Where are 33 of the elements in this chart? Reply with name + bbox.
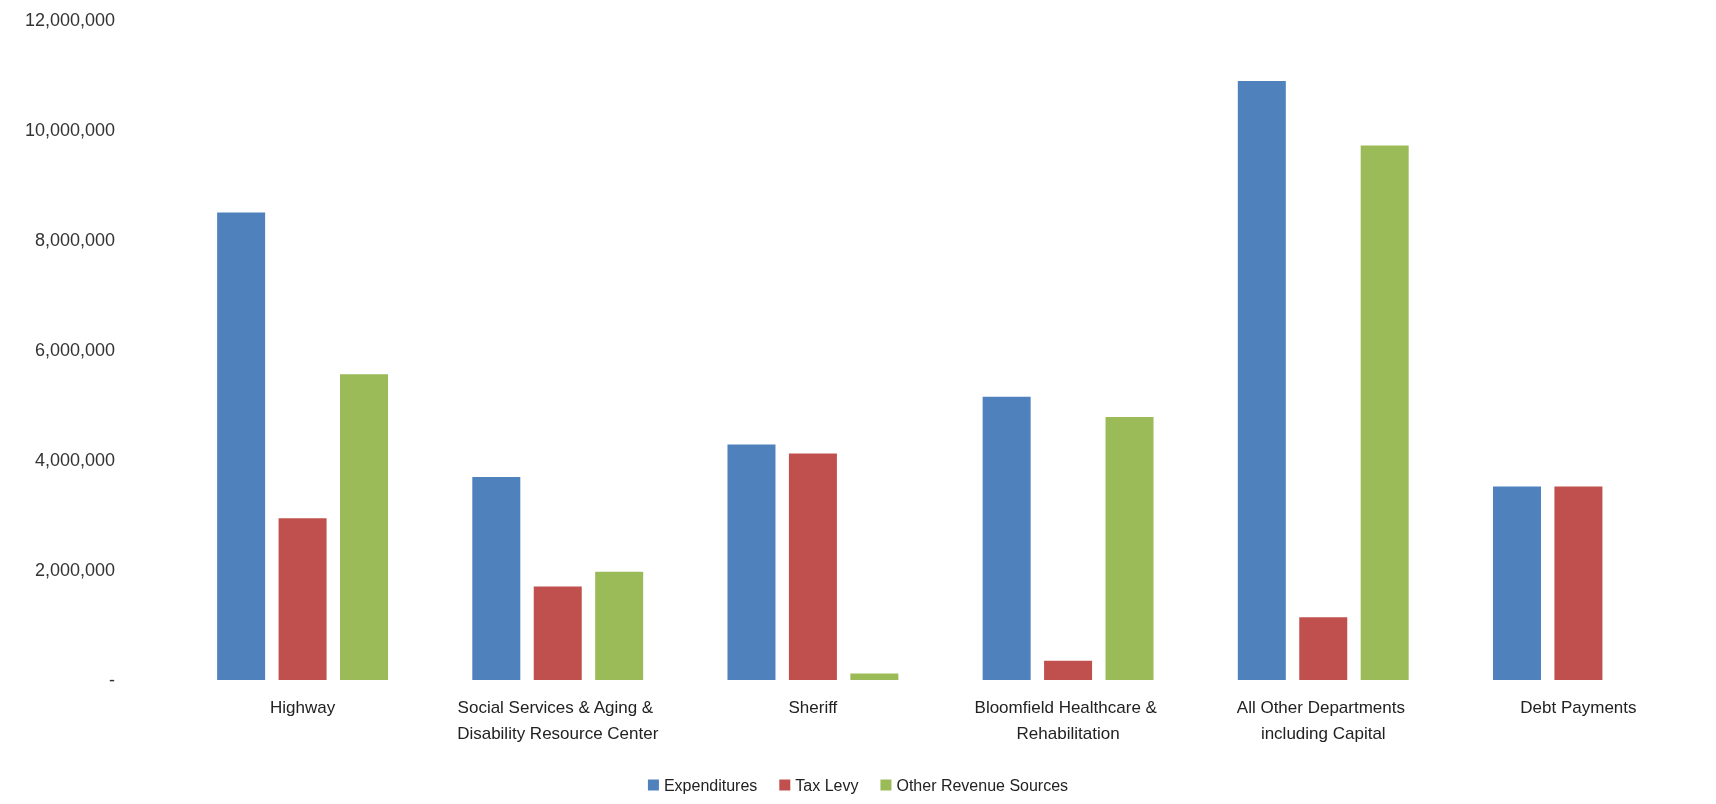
y-tick-label: 10,000,000 <box>24 120 115 140</box>
x-tick-label: Highway <box>269 697 336 717</box>
bar <box>982 396 1031 680</box>
bar <box>595 571 644 680</box>
bar <box>1044 660 1093 680</box>
bar <box>850 673 899 680</box>
y-tick-label: 4,000,000 <box>34 450 115 470</box>
x-tick-label: Social Services & Aging & Disability Resource Center <box>457 697 659 743</box>
y-tick-label: 6,000,000 <box>34 340 115 360</box>
x-tick-label: Bloomfield Healthcare & Rehabilitation <box>974 697 1162 743</box>
y-tick-label: - <box>109 670 115 690</box>
y-tick-label: 8,000,000 <box>34 230 115 250</box>
bar <box>1492 486 1541 680</box>
bar <box>278 518 327 680</box>
bar <box>1105 417 1154 680</box>
bar <box>1237 81 1286 680</box>
bar <box>217 212 266 680</box>
x-tick-label: Sheriff <box>788 697 838 717</box>
bar <box>340 374 389 680</box>
y-tick-label: 12,000,000 <box>24 10 115 30</box>
x-tick-label: Debt Payments <box>1520 697 1637 717</box>
legend-label: Other Revenue Sources <box>896 776 1069 794</box>
bar <box>788 453 837 680</box>
x-tick-label: All Other Departments including Capital <box>1236 697 1410 743</box>
y-tick-label: 2,000,000 <box>34 560 115 580</box>
bar <box>1554 486 1603 680</box>
bar <box>533 586 582 680</box>
bar <box>472 477 521 680</box>
legend-label: Expenditures <box>663 776 758 794</box>
legend-label: Tax Levy <box>795 776 859 794</box>
bar <box>727 444 776 680</box>
bar <box>1360 145 1409 680</box>
bar <box>1299 617 1348 680</box>
